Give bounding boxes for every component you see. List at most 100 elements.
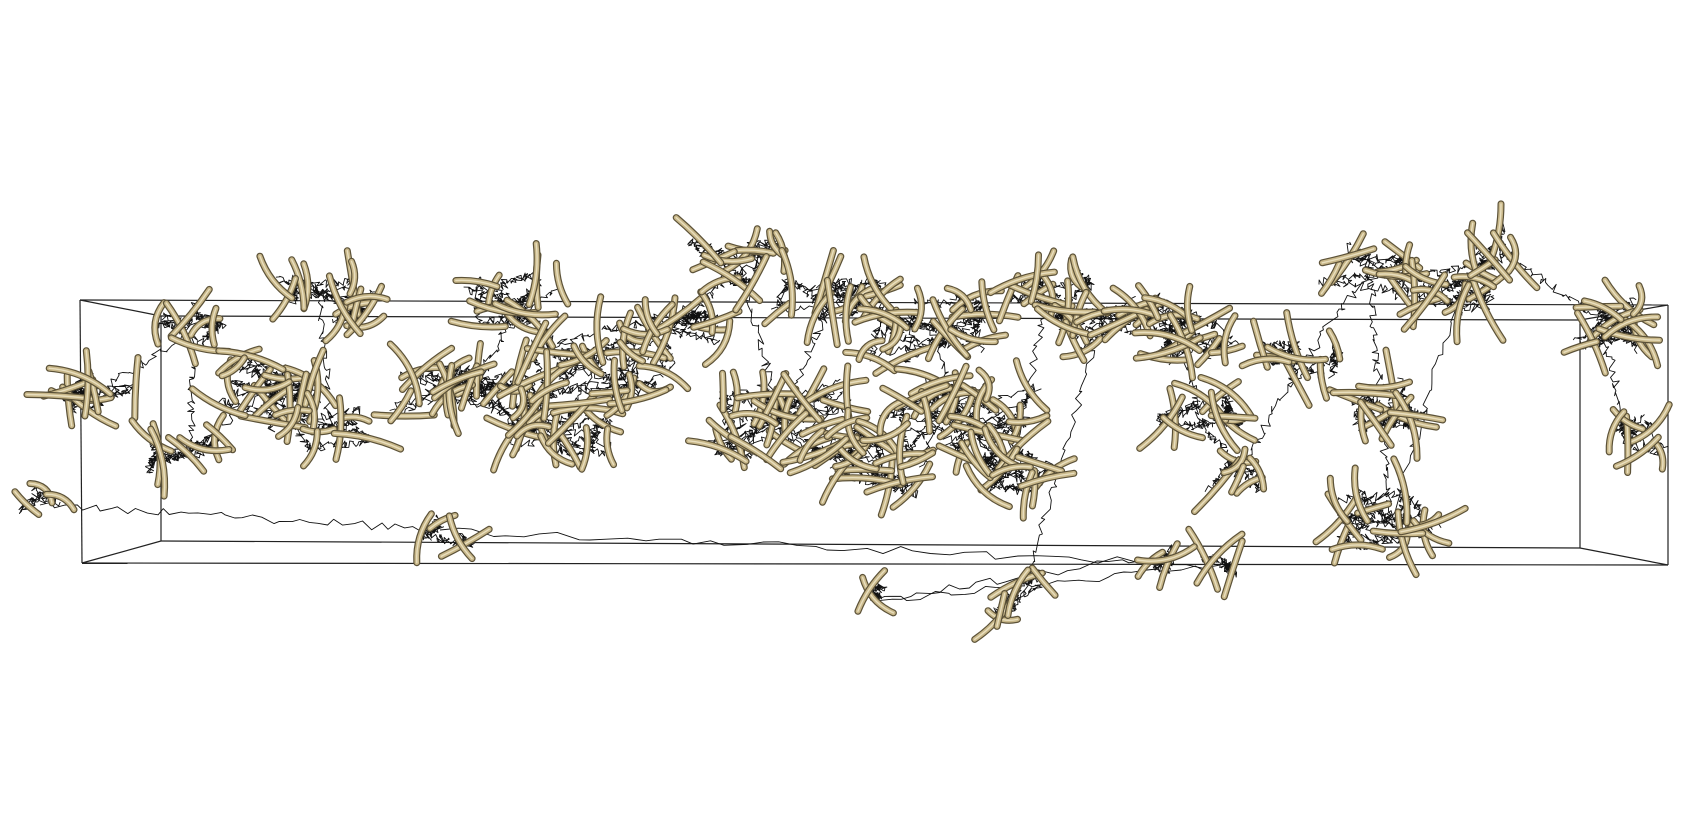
- rod-particle: [1450, 273, 1497, 291]
- rod-hi-stroke: [1008, 415, 1048, 424]
- rod-hi-stroke: [1604, 279, 1655, 326]
- rod-hi-stroke: [511, 339, 527, 407]
- rod-particle: [1394, 508, 1420, 579]
- rod-hi-stroke: [801, 418, 843, 435]
- rod-particle: [1028, 564, 1059, 599]
- rod-particle: [45, 364, 114, 398]
- rod-hi-stroke: [450, 320, 507, 328]
- rod-hi-stroke: [619, 341, 644, 362]
- rod-particle: [188, 385, 249, 420]
- rod-particle: [910, 385, 954, 420]
- linker-chain: [546, 385, 610, 396]
- rod-hi-stroke: [591, 389, 628, 395]
- rod-hi-stroke: [432, 371, 482, 393]
- rod-hi-stroke: [1400, 507, 1466, 533]
- rod-particle: [1031, 301, 1099, 316]
- rod-particle: [26, 480, 56, 507]
- rod-particle: [300, 427, 321, 470]
- rod-hi-stroke: [736, 249, 775, 254]
- rod-hi-stroke: [1249, 457, 1265, 490]
- linker-chain: [275, 275, 353, 300]
- rod-hi-stroke: [335, 302, 370, 315]
- rod-hi-stroke: [721, 372, 724, 411]
- rod-particle: [508, 336, 530, 410]
- rod-particle: [619, 309, 634, 371]
- rod-particle: [1004, 566, 1032, 619]
- rod-particle: [1228, 462, 1247, 496]
- rod-particle: [1329, 388, 1401, 400]
- rod-particle: [211, 411, 227, 464]
- rod-particle: [1601, 313, 1662, 341]
- rod-particle: [603, 425, 618, 469]
- rod-hi-stroke: [84, 350, 89, 417]
- linker-chain: [1299, 270, 1370, 366]
- rod-particle: [330, 429, 405, 453]
- rod-particle: [337, 413, 373, 425]
- linker-chain: [39, 501, 445, 534]
- rod-particle: [398, 344, 456, 393]
- rod-particle: [1220, 312, 1239, 367]
- rod-hi-stroke: [736, 393, 797, 399]
- rod-particle: [346, 257, 359, 298]
- rod-particle: [1355, 378, 1413, 392]
- rod-hi-stroke: [190, 317, 221, 336]
- linker-chain: [317, 299, 335, 430]
- rod-particle: [128, 417, 175, 455]
- rod-hi-stroke: [217, 348, 260, 374]
- rod-particle: [863, 473, 936, 496]
- rod-hi-stroke: [349, 260, 356, 295]
- rod-hi-stroke: [560, 339, 607, 366]
- box-edge: [81, 562, 1669, 566]
- rod-particle: [165, 434, 208, 475]
- rod-particle: [798, 415, 846, 438]
- rod-hi-stroke: [613, 359, 623, 412]
- rod-hi-stroke: [1471, 277, 1504, 341]
- rod-hi-stroke: [622, 328, 669, 336]
- rod-hi-stroke: [861, 576, 895, 614]
- rod-particle: [1326, 474, 1351, 525]
- rod-particle: [844, 406, 867, 457]
- rod-hi-stroke: [272, 277, 297, 320]
- rod-hi-stroke: [1389, 411, 1444, 421]
- rod-hi-stroke: [1139, 396, 1183, 450]
- rod-particle: [1033, 305, 1091, 338]
- rod-particle: [685, 437, 750, 465]
- rod-particle: [635, 362, 692, 393]
- rod-particle: [823, 414, 871, 440]
- rod-hi-stroke: [1453, 275, 1495, 288]
- rod-hi-stroke: [167, 436, 205, 472]
- rod-particle: [332, 299, 373, 318]
- rod-particle: [491, 300, 559, 319]
- rod-particle: [176, 434, 233, 455]
- rod-particle: [1220, 537, 1246, 601]
- rod-particle: [528, 379, 570, 405]
- rod-particle: [780, 370, 823, 424]
- rod-hi-stroke: [448, 515, 473, 560]
- rod-particle: [386, 340, 423, 408]
- rod-hi-stroke: [702, 261, 761, 302]
- rod-hi-stroke: [1403, 274, 1446, 330]
- rod-hi-stroke: [938, 365, 967, 422]
- rod-hi-stroke: [621, 312, 632, 368]
- rod-particle: [750, 368, 768, 428]
- rod-particle: [452, 276, 501, 290]
- rod-particle: [387, 387, 415, 425]
- rod-particle: [343, 292, 391, 306]
- rod-hi-stroke: [345, 295, 388, 303]
- linker-chain: [914, 389, 961, 456]
- rod-particle: [1400, 271, 1449, 333]
- rod-hi-stroke: [1385, 349, 1399, 415]
- rod-particle: [1027, 251, 1042, 305]
- rod-particle: [1318, 245, 1378, 267]
- rod-particle: [1166, 385, 1179, 451]
- rod-hi-stroke: [1286, 311, 1309, 379]
- rod-hi-stroke: [48, 367, 111, 395]
- rod-particle: [1325, 327, 1344, 363]
- rod-particle: [823, 276, 841, 349]
- rod-hi-stroke: [970, 431, 991, 475]
- rod-particle: [616, 338, 647, 365]
- rod-particle: [1159, 414, 1206, 442]
- rod-hi-stroke: [543, 350, 549, 419]
- rod-hi-stroke: [1196, 533, 1243, 584]
- rod-hi-stroke: [1608, 411, 1625, 453]
